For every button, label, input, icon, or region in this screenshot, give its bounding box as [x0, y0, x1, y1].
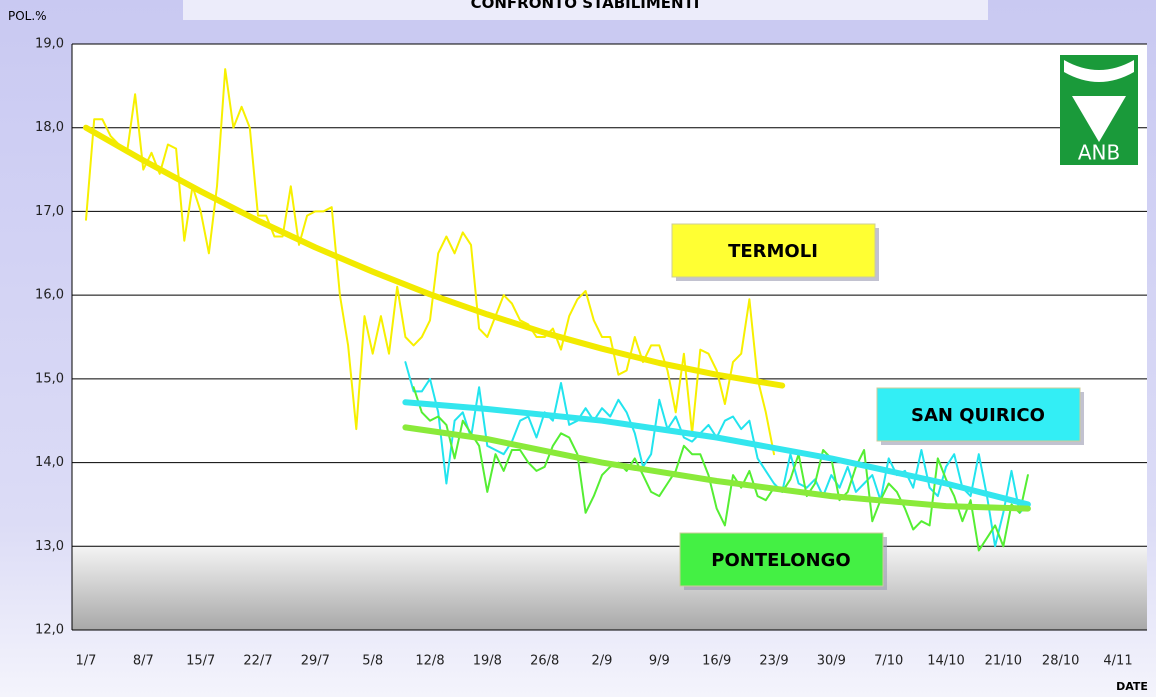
- low-band: [72, 546, 1147, 630]
- x-tick-label: 9/9: [649, 654, 670, 669]
- trend-line: [83, 124, 786, 389]
- chart-title: CONFRONTO STABILIMENTI: [471, 0, 700, 12]
- x-tick-label: 4/11: [1103, 654, 1132, 669]
- y-tick-label: 18,0: [35, 120, 64, 135]
- x-tick-label: 26/8: [530, 654, 559, 669]
- logo-shape: [1072, 96, 1126, 142]
- x-tick-label: 22/7: [243, 654, 272, 669]
- y-tick-label: 15,0: [35, 371, 64, 386]
- x-axis-label: DATE: [1116, 680, 1148, 693]
- legend-label: TERMOLI: [728, 241, 818, 262]
- y-tick-label: 16,0: [35, 288, 64, 303]
- logo: ANB: [1060, 55, 1138, 165]
- series-label-box: [679, 532, 884, 587]
- x-tick-label: 19/8: [473, 654, 502, 669]
- x-tick-label: 12/8: [415, 654, 444, 669]
- series-label-box: [876, 387, 1081, 442]
- y-tick-label: 17,0: [35, 204, 64, 219]
- y-axis-label: POL.%: [8, 9, 47, 23]
- x-tick-label: 2/9: [592, 654, 613, 669]
- logo-text: ANB: [1078, 141, 1120, 165]
- y-tick-label: 12,0: [35, 623, 64, 638]
- x-tick-label: 21/10: [985, 654, 1022, 669]
- trend-line: [402, 424, 1031, 512]
- x-tick-label: 1/7: [76, 654, 97, 669]
- x-tick-label: 29/7: [301, 654, 330, 669]
- x-tick-label: 30/9: [817, 654, 846, 669]
- data-line: [412, 386, 1029, 552]
- x-tick-label: 8/7: [133, 654, 154, 669]
- trend-line: [402, 399, 1031, 508]
- x-tick-label: 7/10: [874, 654, 903, 669]
- data-line: [85, 68, 775, 456]
- x-tick-label: 23/9: [759, 654, 788, 669]
- y-tick-label: 14,0: [35, 455, 64, 470]
- y-tick-label: 13,0: [35, 539, 64, 554]
- x-tick-label: 15/7: [186, 654, 215, 669]
- x-tick-label: 28/10: [1042, 654, 1079, 669]
- x-tick-label: 14/10: [927, 654, 964, 669]
- x-tick-label: 16/9: [702, 654, 731, 669]
- series-labels: TERMOLI SAN QUIRICO PONTELONGO: [671, 223, 1084, 590]
- series-label-box: [671, 223, 876, 278]
- logo-stripe: [1064, 60, 1134, 82]
- marks: [83, 68, 1031, 552]
- y-tick-label: 19,0: [35, 37, 64, 52]
- title-box: [183, 0, 988, 20]
- x-tick-label: 5/8: [362, 654, 383, 669]
- legend-label: SAN QUIRICO: [911, 405, 1045, 426]
- legend-label: PONTELONGO: [711, 550, 850, 571]
